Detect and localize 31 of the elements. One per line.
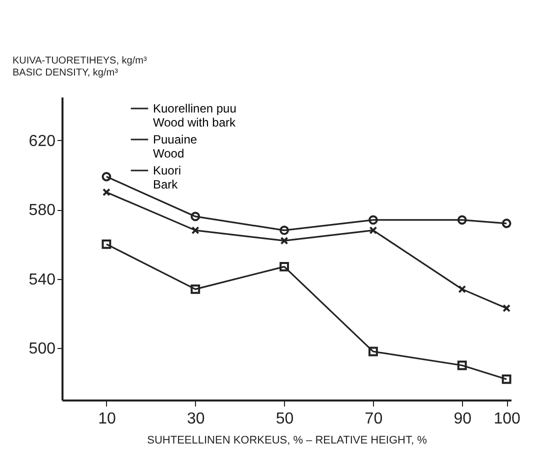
point — [502, 304, 511, 312]
y-tick-label: 620 — [28, 132, 56, 150]
x-tick-label: 30 — [186, 410, 205, 428]
y-tick-label: 580 — [28, 202, 56, 220]
point — [502, 374, 512, 384]
legend-label: Puuaine Wood — [153, 132, 198, 160]
point — [457, 360, 467, 370]
point — [368, 215, 378, 225]
y-axis-title: KUIVA-TUORETIHEYS, kg/m³ BASIC DENSITY, kg/m³ — [12, 56, 148, 78]
point — [190, 212, 200, 222]
point — [457, 215, 467, 225]
x-tick-label: 100 — [494, 410, 520, 428]
point — [102, 188, 110, 196]
point — [191, 226, 200, 234]
x-axis-title: SUHTEELLINEN KORKEUS, % – RELATIVE HEIGHT, % — [147, 434, 428, 446]
x-tick-label: 10 — [98, 410, 116, 428]
x-tick-label: 90 — [454, 410, 472, 428]
point — [458, 285, 466, 294]
y-tick-label: 500 — [28, 340, 56, 358]
y-tick-label: 540 — [28, 271, 56, 288]
x-tick-label: 70 — [364, 410, 383, 428]
point — [369, 226, 378, 234]
point — [280, 262, 289, 272]
point — [280, 236, 288, 245]
point — [280, 226, 289, 236]
legend-label: Kuori Bark — [153, 164, 182, 192]
legend-label: Kuorellinen puu Wood with bark — [153, 102, 236, 130]
point — [190, 284, 200, 294]
x-tick-label: 50 — [276, 410, 294, 428]
point — [368, 346, 378, 356]
point — [102, 239, 112, 249]
